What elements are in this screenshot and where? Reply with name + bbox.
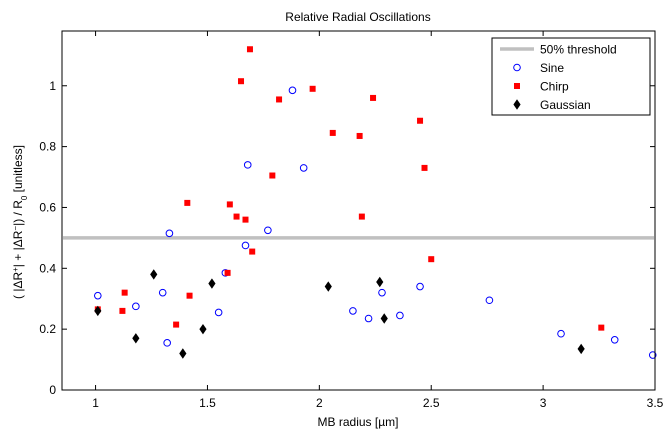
sine-point-0 — [94, 291, 102, 300]
legend-swatch-chirp — [514, 83, 520, 89]
sine-point-12 — [349, 307, 357, 315]
legend: 50% threshold Sine Chirp Gaussian — [491, 37, 651, 116]
gaussian-point-2 — [150, 269, 158, 280]
chirp-point-16 — [329, 129, 336, 136]
sine-point-19 — [610, 336, 619, 344]
chirp-point-15 — [309, 85, 316, 92]
y-axis-label-unit: [unitless] — [11, 145, 25, 196]
x-axis-label: MB radius [µm] — [318, 415, 399, 429]
chirp-point-14 — [276, 96, 283, 103]
legend-label-chirp: Chirp — [540, 80, 569, 94]
y-axis-label-close: |) / R — [11, 200, 25, 226]
sine-point-10 — [288, 86, 297, 95]
chirp-point-3 — [173, 321, 180, 328]
legend-label-50-threshold: 50% threshold — [540, 43, 617, 57]
legend-swatch-sine — [513, 63, 521, 72]
x-tick-label-0: 1 — [92, 396, 99, 410]
legend-label-sine: Sine — [540, 61, 564, 75]
chirp-point-22 — [428, 256, 435, 263]
gaussian-point-0 — [94, 305, 102, 317]
chirp-point-19 — [370, 94, 377, 101]
sine-point-15 — [396, 311, 404, 320]
chirp-point-17 — [356, 132, 363, 139]
y-axis-label-plus: + — [11, 267, 20, 272]
x-tick-label-4: 3 — [540, 396, 547, 410]
sine-point-4 — [165, 229, 174, 238]
chirp-point-2 — [121, 289, 128, 296]
y-axis-label-minus: − — [11, 226, 20, 231]
sine-point-18 — [557, 329, 565, 338]
sine-point-11 — [299, 164, 308, 172]
gaussian-point-3 — [179, 348, 187, 359]
sine-point-17 — [485, 296, 494, 305]
y-tick-label-3: 0.6 — [39, 200, 56, 214]
chirp-point-5 — [186, 292, 193, 299]
chirp-point-8 — [233, 213, 240, 220]
sine-point-7 — [241, 241, 250, 250]
chirp-point-1 — [119, 307, 126, 314]
series-gaussian — [94, 269, 585, 359]
gaussian-point-7 — [376, 276, 384, 288]
y-axis-label-open: ( |ΔR — [11, 272, 25, 299]
sine-point-14 — [378, 288, 386, 297]
y-tick-label-2: 0.4 — [39, 261, 56, 275]
chirp-point-6 — [224, 269, 231, 276]
x-tick-label-3: 2.5 — [423, 396, 440, 410]
gaussian-point-5 — [208, 278, 216, 289]
gaussian-point-6 — [324, 281, 332, 292]
y-tick-label-0: 0 — [49, 383, 56, 397]
chirp-point-10 — [242, 216, 249, 223]
chart-title: Relative Radial Oscillations — [285, 10, 430, 24]
y-axis-label-mid: | + |ΔR — [11, 230, 25, 267]
sine-point-13 — [364, 314, 373, 323]
chirp-point-20 — [417, 117, 424, 124]
chirp-point-11 — [246, 46, 253, 53]
x-tick-label-2: 2 — [316, 396, 323, 410]
legend-swatch-gaussian — [513, 99, 521, 110]
gaussian-point-1 — [132, 333, 140, 344]
chirp-point-12 — [249, 248, 256, 255]
sine-point-9 — [264, 226, 272, 235]
legend-label-gaussian: Gaussian — [540, 98, 591, 112]
chirp-point-4 — [184, 199, 191, 206]
y-axis-label: ( |ΔR+| + |ΔR−|) / R0 [unitless] — [11, 145, 29, 299]
plot-area — [63, 46, 657, 359]
chirp-point-23 — [598, 324, 605, 331]
axes: 1 1.5 2 2.5 3 3.5 0 0.2 0.4 0.6 0.8 1 — [39, 30, 664, 410]
sine-point-5 — [214, 308, 223, 317]
sine-point-20 — [648, 351, 657, 359]
sine-point-2 — [158, 288, 167, 297]
plot-frame — [61, 30, 656, 391]
series-chirp — [94, 46, 605, 331]
x-tick-label-1: 1.5 — [199, 396, 216, 410]
chirp-point-13 — [269, 172, 276, 179]
sine-point-8 — [243, 161, 252, 169]
y-tick-label-1: 0.2 — [39, 322, 56, 336]
y-tick-label-4: 0.8 — [39, 140, 56, 154]
gaussian-point-8 — [380, 313, 388, 324]
series-sine — [94, 86, 657, 359]
gaussian-point-4 — [199, 323, 207, 335]
sine-point-1 — [132, 302, 140, 311]
y-axis-label-sub: 0 — [20, 195, 29, 200]
sine-point-3 — [163, 339, 171, 347]
x-tick-label-5: 3.5 — [647, 396, 664, 410]
chirp-point-9 — [238, 78, 245, 85]
gaussian-point-9 — [577, 343, 585, 355]
chirp-point-7 — [226, 201, 233, 208]
chirp-point-18 — [358, 213, 365, 220]
sine-point-16 — [416, 282, 424, 291]
y-tick-label-5: 1 — [49, 79, 56, 93]
chirp-point-21 — [421, 164, 428, 171]
